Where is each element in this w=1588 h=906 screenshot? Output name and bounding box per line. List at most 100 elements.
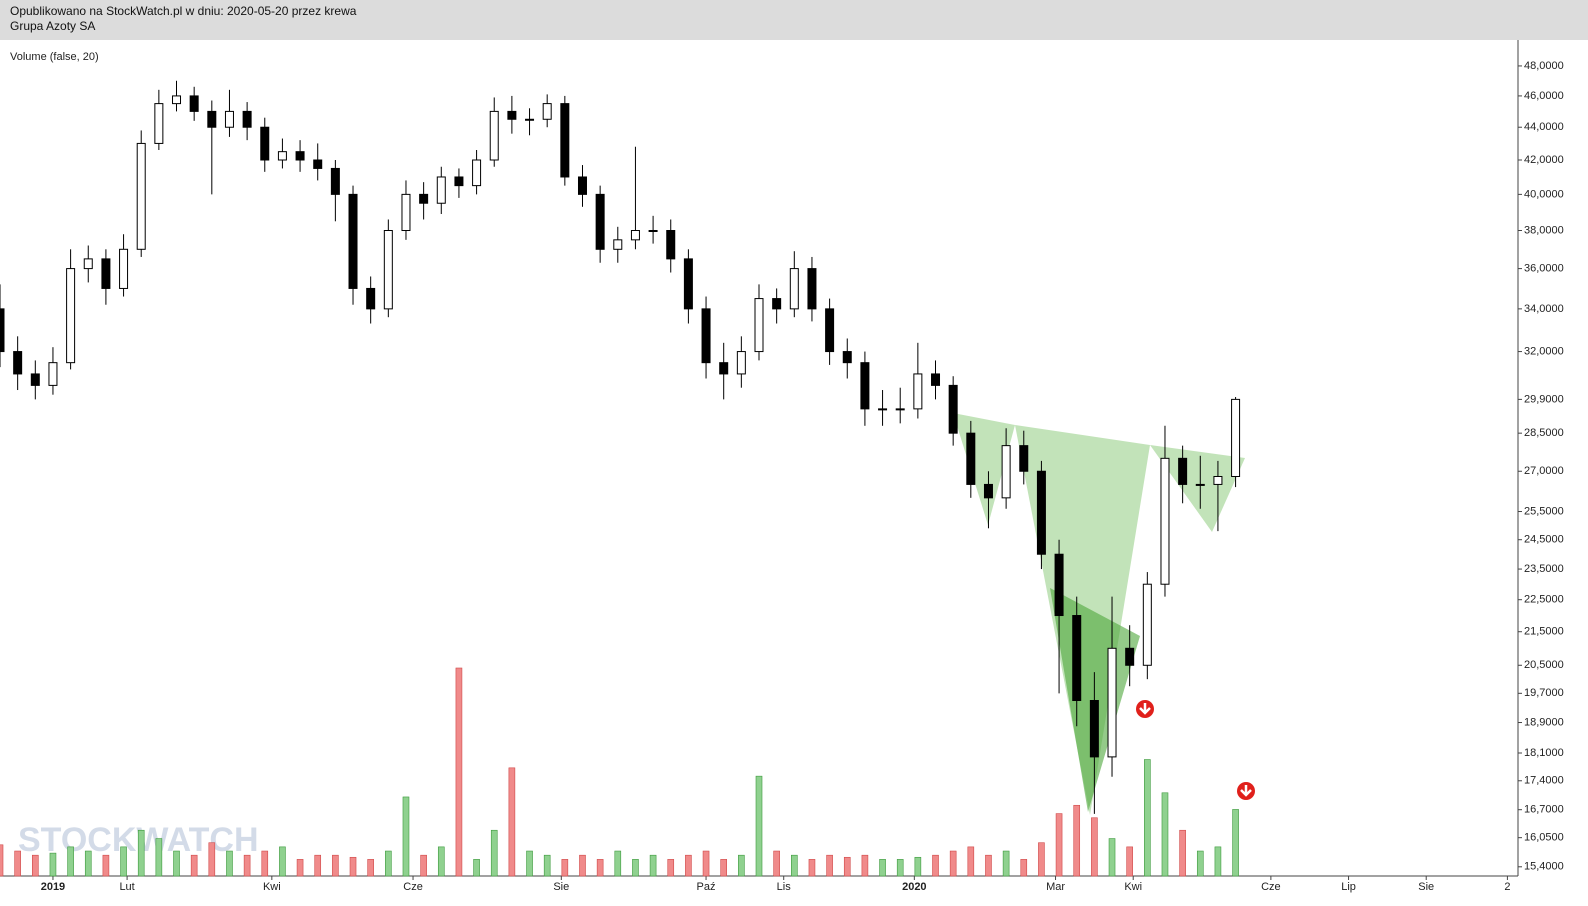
volume-bar bbox=[808, 859, 816, 877]
y-tick-label: 19,7000 bbox=[1524, 687, 1564, 699]
candle-body bbox=[224, 110, 234, 128]
candle-body bbox=[277, 151, 287, 161]
candle-body bbox=[1089, 700, 1099, 758]
candle-body bbox=[895, 408, 905, 411]
candle-body bbox=[525, 118, 535, 121]
y-tick-label: 34,0000 bbox=[1524, 303, 1564, 315]
candle-body bbox=[1231, 398, 1241, 477]
candle-body bbox=[878, 408, 888, 411]
volume-bar bbox=[914, 856, 922, 877]
volume-bar bbox=[1126, 846, 1133, 877]
y-tick-label: 24,5000 bbox=[1524, 534, 1564, 546]
volume-bar bbox=[0, 844, 4, 877]
x-tick-label: Cze bbox=[403, 881, 423, 893]
volume-bar bbox=[349, 856, 357, 877]
volume-bar bbox=[632, 859, 639, 877]
volume-bar bbox=[561, 859, 569, 877]
x-tick-label: Lip bbox=[1341, 881, 1356, 893]
signal-arrow bbox=[1240, 785, 1252, 797]
x-tick-label: Sie bbox=[553, 881, 569, 893]
candle-body bbox=[101, 258, 111, 289]
x-tick-label: Lut bbox=[119, 881, 134, 893]
candle-body bbox=[948, 384, 958, 434]
volume-bar bbox=[1214, 846, 1222, 877]
y-tick-label: 42,0000 bbox=[1524, 154, 1564, 166]
candle-body bbox=[595, 193, 605, 250]
candle-body bbox=[630, 230, 640, 241]
volume-bar bbox=[279, 846, 286, 877]
x-tick-label: Paź bbox=[697, 881, 716, 893]
volume-bar bbox=[67, 846, 74, 877]
volume-bar bbox=[1020, 859, 1028, 877]
volume-bar bbox=[879, 859, 886, 877]
volume-bar bbox=[190, 854, 198, 877]
inner-triangle bbox=[1050, 588, 1140, 812]
volume-bar bbox=[243, 854, 251, 877]
header: Opublikowano na StockWatch.pl w dniu: 20… bbox=[0, 0, 1588, 40]
volume-bar bbox=[314, 854, 322, 877]
volume-bar bbox=[455, 667, 463, 877]
candle-body bbox=[1054, 553, 1064, 617]
volume-bar bbox=[14, 850, 21, 877]
volume-bar bbox=[367, 859, 374, 877]
volume-bar bbox=[508, 767, 516, 877]
signal-arrow bbox=[1139, 703, 1151, 715]
candle-body bbox=[1125, 647, 1135, 666]
instrument: Grupa Azoty SA bbox=[10, 19, 96, 33]
candle-body bbox=[719, 362, 729, 375]
volume-bar bbox=[755, 775, 763, 877]
candle-body bbox=[860, 362, 870, 410]
volume-bar bbox=[1179, 829, 1186, 877]
y-tick-label: 48,0000 bbox=[1524, 60, 1564, 72]
candle-body bbox=[1019, 445, 1029, 472]
candle-body bbox=[383, 230, 393, 310]
candle-body bbox=[419, 193, 429, 204]
y-tick-label: 16,7000 bbox=[1524, 804, 1564, 816]
volume-bar bbox=[932, 854, 939, 877]
volume-bar bbox=[985, 854, 992, 877]
y-tick-label: 29,9000 bbox=[1524, 393, 1564, 405]
volume-bar bbox=[596, 859, 604, 877]
candle-body bbox=[1195, 483, 1205, 486]
y-tick-label: 38,0000 bbox=[1524, 224, 1564, 236]
y-tick-label: 40,0000 bbox=[1524, 188, 1564, 200]
candle-body bbox=[542, 103, 552, 120]
right-shoulder bbox=[1150, 445, 1245, 532]
y-tick-label: 32,0000 bbox=[1524, 345, 1564, 357]
y-tick-label: 28,5000 bbox=[1524, 427, 1564, 439]
candle-body bbox=[436, 176, 446, 204]
candle-body bbox=[1107, 647, 1117, 758]
volume-bar bbox=[685, 854, 692, 877]
candle-body bbox=[83, 258, 93, 270]
candle-body bbox=[683, 258, 693, 310]
volume-bar bbox=[949, 850, 957, 877]
pattern bbox=[953, 413, 1245, 815]
volume-bar bbox=[738, 854, 745, 877]
candle-body bbox=[1213, 475, 1223, 485]
x-tick-label: Sie bbox=[1418, 881, 1434, 893]
y-tick-label: 15,4000 bbox=[1524, 861, 1564, 873]
volume-bar bbox=[420, 854, 427, 877]
candle-body bbox=[119, 248, 129, 289]
candle-body bbox=[13, 351, 23, 375]
y-tick-label: 16,0500 bbox=[1524, 832, 1564, 844]
candle-body bbox=[825, 308, 835, 353]
volume-bar bbox=[702, 850, 710, 877]
volume-bar bbox=[32, 854, 39, 877]
x-tick-label: Kwi bbox=[1124, 881, 1142, 893]
volume-bar bbox=[208, 842, 216, 877]
candle-body bbox=[1036, 470, 1046, 555]
y-tick-label: 18,1000 bbox=[1524, 747, 1564, 759]
y-tick-label: 23,5000 bbox=[1524, 563, 1564, 575]
candle-body bbox=[489, 110, 499, 161]
y-tick-label: 44,0000 bbox=[1524, 121, 1564, 133]
volume-bar bbox=[720, 859, 727, 877]
y-tick-label: 46,0000 bbox=[1524, 90, 1564, 102]
y-tick-label: 21,5000 bbox=[1524, 626, 1564, 638]
volume-bar bbox=[667, 859, 675, 877]
candle-body bbox=[560, 103, 570, 178]
candle-body bbox=[966, 432, 976, 485]
candle-body bbox=[736, 351, 746, 375]
candle-body bbox=[136, 142, 146, 250]
candle-body bbox=[1001, 445, 1011, 499]
